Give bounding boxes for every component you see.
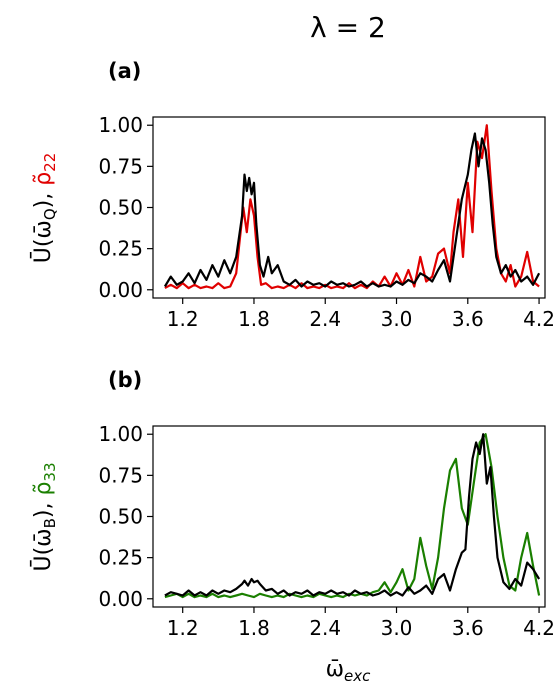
- panel-a-ylabel-sub-q: Q: [41, 208, 59, 220]
- panel-b-x-tick-label-3: 3.0: [381, 616, 413, 640]
- panel-a: (a) Ū(ω̄Q), ρ̃22 1.2 1.8 2.4 3.0 3.6 4.2 0.00…: [30, 59, 555, 331]
- panel-b-y-tick-label-1: 0.25: [98, 546, 143, 570]
- svg-text:Ū(ω̄B), ρ̃33: Ū(ω̄B), ρ̃33: [30, 462, 59, 571]
- panel-b-ylabel-rho: ρ̃: [31, 482, 56, 496]
- panel-b-y-tick-label-4: 1.00: [98, 422, 143, 446]
- panel-a-y-tick-label-2: 0.50: [98, 196, 143, 220]
- panel-a-x-tick-label-3: 3.0: [381, 307, 413, 331]
- panel-b-label: (b): [108, 368, 142, 392]
- panel-a-ylabel-part-0: Ū(ω̄: [30, 220, 56, 263]
- figure-title: λ = 2: [310, 11, 386, 44]
- panel-a-axes-frame: [152, 116, 546, 299]
- panel-b-ylabel-sub-b: B: [41, 518, 59, 528]
- panel-b-axes-frame: [152, 425, 546, 608]
- panel-a-x-tick-label-1: 1.8: [238, 307, 270, 331]
- panel-b: (b) Ū(ω̄B), ρ̃33 1.2 1.8 2.4 3.0 3.6 4.2 0.00…: [30, 368, 555, 685]
- panel-a-y-tick-label-1: 0.25: [98, 237, 143, 261]
- panel-b-y-tick-label-3: 0.75: [98, 463, 143, 487]
- panel-a-label: (a): [108, 59, 141, 83]
- panel-b-ylabel-sub-33: 33: [41, 462, 59, 481]
- panel-b-series-0: [164, 433, 541, 599]
- panel-a-y-axis-label: Ū(ω̄Q), ρ̃22: [30, 153, 59, 264]
- panel-a-plot: 1.2 1.8 2.4 3.0 3.6 4.2 0.00 0.25 0.50 0.75 1.00: [98, 113, 554, 331]
- panel-a-x-tick-label-0: 1.2: [167, 307, 199, 331]
- panel-a-ylabel-sub-22: 22: [41, 153, 59, 172]
- panel-a-y-tick-label-4: 1.00: [98, 113, 143, 137]
- panel-a-x-tick-label-4: 3.6: [452, 307, 484, 331]
- panel-b-y-tick-label-2: 0.50: [98, 505, 143, 529]
- x-axis-label: ω̄exc: [326, 657, 372, 685]
- panel-a-y-tick-label-3: 0.75: [98, 154, 143, 178]
- panel-b-x-tick-label-5: 4.2: [523, 616, 555, 640]
- panel-b-x-tick-label-4: 3.6: [452, 616, 484, 640]
- panel-a-x-tick-label-5: 4.2: [523, 307, 555, 331]
- svg-text:Ū(ω̄Q), ρ̃22: Ū(ω̄Q), ρ̃22: [30, 153, 59, 264]
- panel-a-ylabel-rho: ρ̃: [31, 172, 56, 186]
- panel-b-y-axis-label: Ū(ω̄B), ρ̃33: [30, 462, 59, 571]
- panel-a-x-tick-label-2: 2.4: [309, 307, 341, 331]
- panel-a-series-0: [164, 124, 540, 290]
- panel-b-ylabel-part-0: Ū(ω̄: [30, 528, 56, 571]
- panel-b-plot: 1.2 1.8 2.4 3.0 3.6 4.2 0.00 0.25 0.50 0.75 1.00: [98, 422, 554, 640]
- panel-b-x-tick-label-0: 1.2: [167, 616, 199, 640]
- panel-b-series-1: [164, 433, 541, 597]
- panel-a-series-1: [163, 132, 541, 288]
- panel-a-ylabel-part-2: ),: [31, 186, 56, 209]
- panel-b-x-tick-label-1: 1.8: [238, 616, 270, 640]
- panel-b-x-tick-label-2: 2.4: [309, 616, 341, 640]
- panel-b-y-tick-label-0: 0.00: [98, 587, 143, 611]
- panel-a-y-tick-label-0: 0.00: [98, 278, 143, 302]
- panel-b-ylabel-part-2: ),: [31, 496, 56, 519]
